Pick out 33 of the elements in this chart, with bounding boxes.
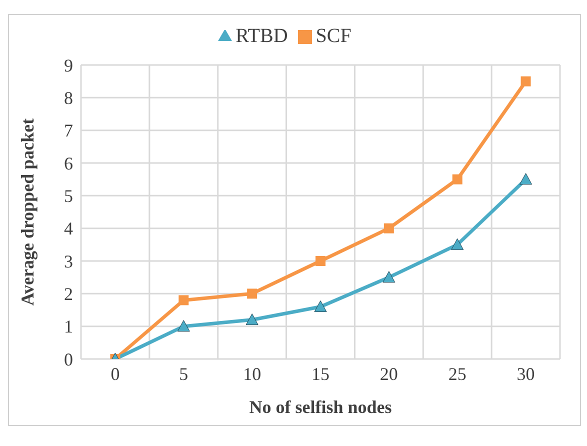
- point: [178, 295, 189, 306]
- y-tick-label: 7: [64, 120, 73, 141]
- point: [246, 314, 258, 326]
- y-tick-label: 6: [64, 153, 73, 174]
- x-tick-label: 10: [243, 364, 262, 384]
- x-tick-label: 15: [312, 364, 330, 384]
- x-tick-label: 30: [516, 364, 535, 384]
- point: [247, 288, 258, 299]
- y-axis-title: Average dropped packet: [17, 118, 38, 306]
- y-tick-label: 8: [64, 88, 73, 108]
- x-tick-label: 5: [179, 364, 188, 384]
- y-tick-label: 5: [64, 186, 73, 206]
- point: [382, 271, 396, 283]
- x-tick-label: 20: [380, 364, 398, 384]
- x-tick-label: 0: [110, 364, 120, 384]
- y-tick-label: 3: [64, 251, 73, 272]
- y-tick-label: 9: [64, 55, 73, 76]
- x-tick-label: 25: [448, 364, 466, 384]
- y-tick-label: 2: [64, 284, 73, 304]
- y-tick-label: 0: [64, 349, 73, 370]
- point: [451, 238, 464, 250]
- point: [520, 76, 531, 86]
- y-tick-label: 4: [64, 218, 73, 239]
- point: [316, 256, 326, 266]
- point: [177, 320, 190, 332]
- legend-label: RTBD: [236, 25, 288, 47]
- point: [314, 300, 327, 312]
- legend-label: SCF: [316, 25, 352, 47]
- point: [452, 174, 462, 184]
- y-tick-label: 1: [64, 316, 73, 337]
- x-axis-title: No of selfish nodes: [249, 397, 392, 417]
- point: [520, 173, 532, 185]
- point: [384, 223, 394, 234]
